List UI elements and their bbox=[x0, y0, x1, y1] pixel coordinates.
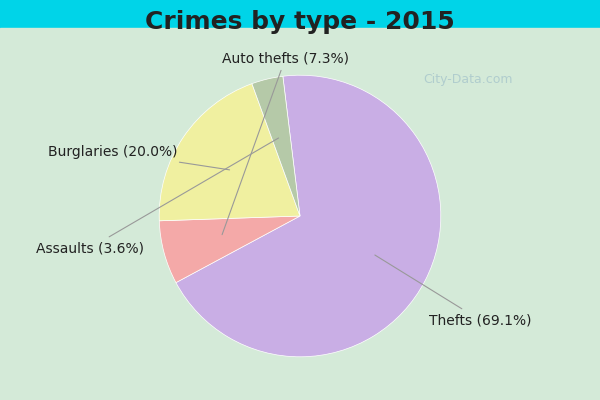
Wedge shape bbox=[159, 216, 300, 283]
Text: Crimes by type - 2015: Crimes by type - 2015 bbox=[145, 10, 455, 34]
Text: Assaults (3.6%): Assaults (3.6%) bbox=[36, 138, 278, 255]
Wedge shape bbox=[252, 76, 300, 216]
Wedge shape bbox=[159, 84, 300, 221]
Text: Auto thefts (7.3%): Auto thefts (7.3%) bbox=[222, 51, 349, 235]
Text: Burglaries (20.0%): Burglaries (20.0%) bbox=[48, 145, 230, 170]
Text: City-Data.com: City-Data.com bbox=[423, 74, 513, 86]
Text: Thefts (69.1%): Thefts (69.1%) bbox=[375, 255, 531, 327]
Wedge shape bbox=[176, 75, 441, 357]
